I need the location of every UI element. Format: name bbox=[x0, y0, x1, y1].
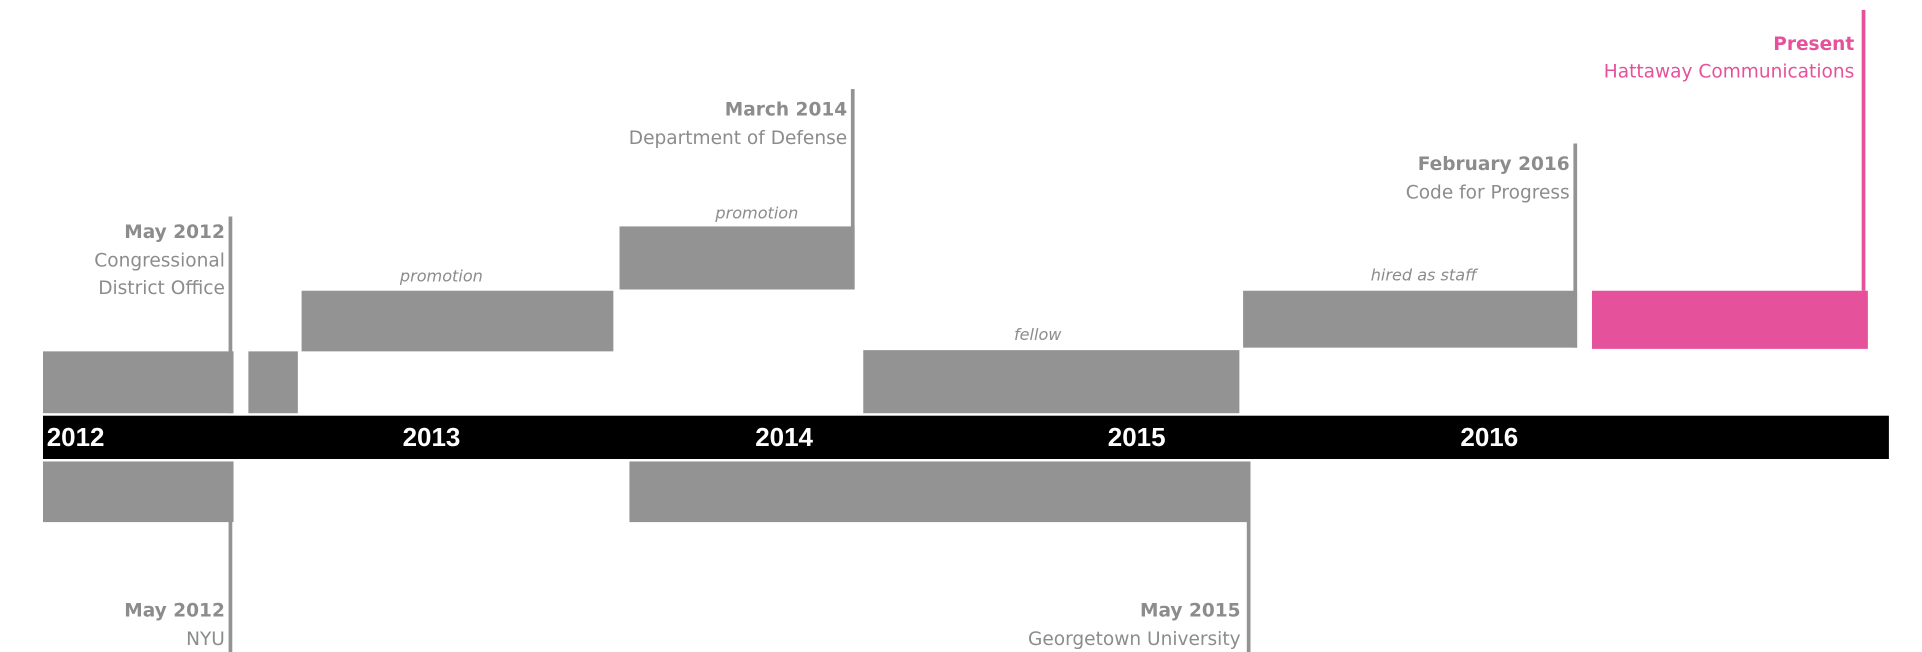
year-axis bbox=[43, 415, 1889, 459]
milestone-org: NYU bbox=[186, 629, 225, 650]
milestone-org: Hattaway Communications bbox=[1604, 61, 1854, 82]
year-label: 2015 bbox=[1108, 422, 1166, 452]
milestone-date: February 2016 bbox=[1418, 154, 1570, 175]
year-label: 2013 bbox=[403, 422, 461, 452]
marker-line bbox=[1861, 9, 1866, 291]
milestone-date: May 2012 bbox=[124, 601, 225, 622]
milestone-org: Congressional bbox=[94, 251, 225, 272]
milestone-date: March 2014 bbox=[725, 100, 847, 121]
bar-note: promotion bbox=[399, 267, 483, 286]
bar-note: hired as staff bbox=[1371, 265, 1479, 284]
milestone-date: May 2015 bbox=[1140, 601, 1241, 622]
year-label: 2014 bbox=[755, 422, 813, 452]
marker-line bbox=[1573, 143, 1578, 348]
bar-note: fellow bbox=[1014, 325, 1062, 344]
marker-line bbox=[1246, 461, 1251, 652]
bar bbox=[1243, 290, 1578, 348]
bar bbox=[43, 461, 234, 523]
bar bbox=[248, 351, 298, 414]
milestone-org: Code for Progress bbox=[1406, 183, 1570, 204]
bar bbox=[863, 350, 1240, 414]
bar bbox=[301, 290, 614, 352]
bar bbox=[619, 226, 855, 290]
marker-line bbox=[228, 461, 233, 652]
bar bbox=[43, 351, 234, 414]
bar-note: promotion bbox=[714, 204, 798, 223]
marker-line bbox=[228, 216, 233, 414]
year-label: 2016 bbox=[1460, 422, 1518, 452]
milestone-date: May 2012 bbox=[124, 222, 225, 243]
milestone-org: Department of Defense bbox=[629, 128, 847, 149]
milestone-date: Present bbox=[1773, 34, 1854, 55]
marker-line bbox=[850, 89, 855, 290]
bar bbox=[629, 461, 1249, 523]
bar-current bbox=[1591, 290, 1868, 349]
milestone-org: District Office bbox=[98, 278, 225, 299]
milestone-org: Georgetown University bbox=[1028, 629, 1241, 650]
year-label: 2012 bbox=[47, 422, 105, 452]
